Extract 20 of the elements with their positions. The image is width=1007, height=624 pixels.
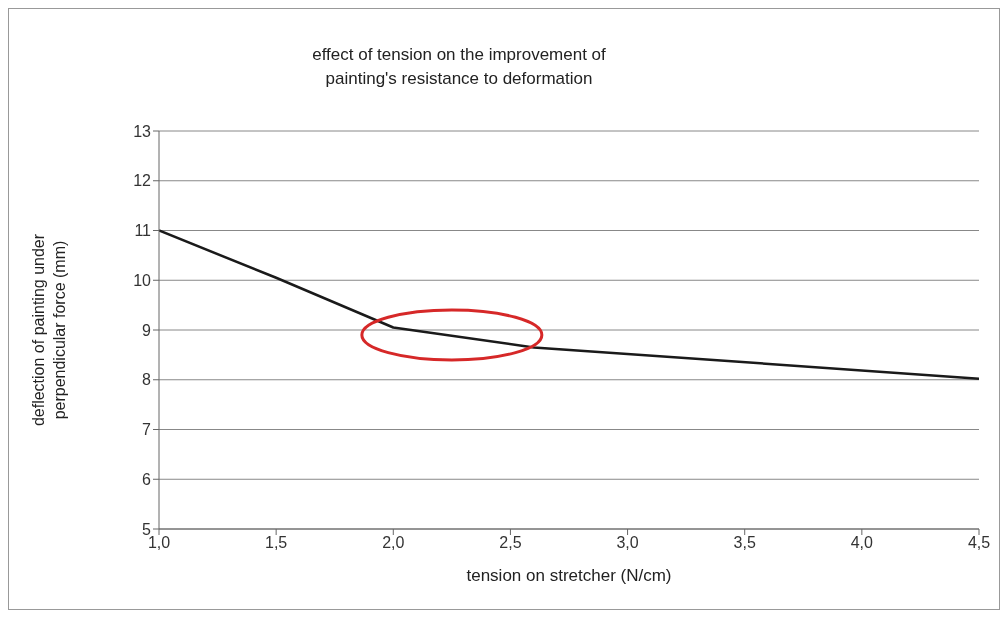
chart-title: effect of tension on the improvement of painting's resistance to deformation — [311, 44, 607, 90]
y-tick-label: 9 — [142, 321, 152, 339]
x-tick-label: 1,5 — [265, 534, 288, 552]
x-tick-label: 4,5 — [967, 534, 991, 552]
y-axis-title: deflection of painting under perpendicular force (mm) — [29, 233, 69, 427]
y-tick-label: 11 — [134, 222, 152, 240]
x-tick-label: 2,0 — [382, 534, 405, 552]
y-tick-label: 10 — [133, 271, 152, 289]
y-tick-label: 6 — [142, 470, 152, 488]
y-tick-label: 8 — [142, 371, 152, 389]
x-tick-label: 3,5 — [733, 534, 756, 552]
x-tick-label: 3,0 — [616, 534, 639, 552]
x-tick-label: 2,5 — [499, 534, 522, 552]
line-series — [159, 229, 979, 381]
x-axis-title: tension on stretcher (N/cm) — [466, 566, 672, 585]
y-tick-label: 7 — [142, 421, 152, 439]
x-tick-label: 4,0 — [850, 534, 874, 552]
y-tick-label: 12 — [133, 172, 152, 190]
y-tick-label: 13 — [133, 122, 152, 140]
x-tick-label: 1,0 — [147, 534, 171, 552]
